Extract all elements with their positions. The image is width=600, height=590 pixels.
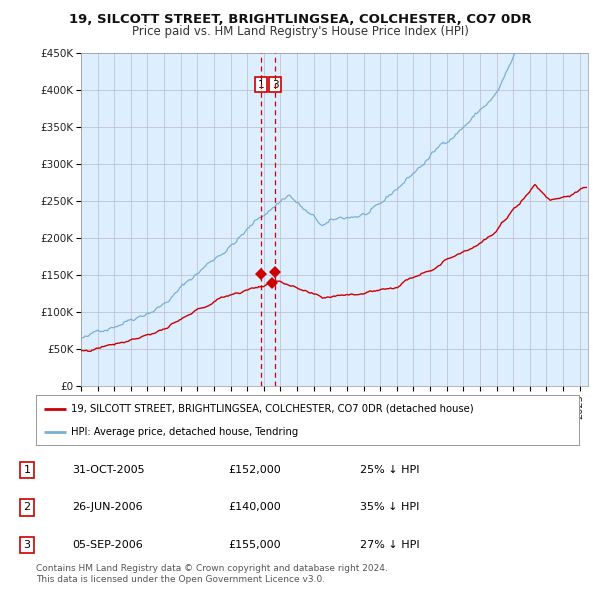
- Text: Contains HM Land Registry data © Crown copyright and database right 2024.: Contains HM Land Registry data © Crown c…: [36, 565, 388, 573]
- Text: 19, SILCOTT STREET, BRIGHTLINGSEA, COLCHESTER, CO7 0DR (detached house): 19, SILCOTT STREET, BRIGHTLINGSEA, COLCH…: [71, 404, 474, 414]
- Text: 3: 3: [23, 540, 31, 550]
- Text: 1: 1: [23, 465, 31, 474]
- Text: 31-OCT-2005: 31-OCT-2005: [72, 465, 145, 474]
- Text: 05-SEP-2006: 05-SEP-2006: [72, 540, 143, 550]
- Text: 27% ↓ HPI: 27% ↓ HPI: [360, 540, 419, 550]
- Text: 26-JUN-2006: 26-JUN-2006: [72, 503, 143, 512]
- Text: 25% ↓ HPI: 25% ↓ HPI: [360, 465, 419, 474]
- Text: This data is licensed under the Open Government Licence v3.0.: This data is licensed under the Open Gov…: [36, 575, 325, 584]
- Text: HPI: Average price, detached house, Tendring: HPI: Average price, detached house, Tend…: [71, 427, 299, 437]
- Text: £155,000: £155,000: [228, 540, 281, 550]
- Text: £152,000: £152,000: [228, 465, 281, 474]
- Text: Price paid vs. HM Land Registry's House Price Index (HPI): Price paid vs. HM Land Registry's House …: [131, 25, 469, 38]
- Text: 19, SILCOTT STREET, BRIGHTLINGSEA, COLCHESTER, CO7 0DR: 19, SILCOTT STREET, BRIGHTLINGSEA, COLCH…: [68, 13, 532, 26]
- Text: 35% ↓ HPI: 35% ↓ HPI: [360, 503, 419, 512]
- Text: 3: 3: [272, 80, 278, 90]
- Text: 2: 2: [23, 503, 31, 512]
- Text: £140,000: £140,000: [228, 503, 281, 512]
- Text: 1: 1: [258, 80, 265, 90]
